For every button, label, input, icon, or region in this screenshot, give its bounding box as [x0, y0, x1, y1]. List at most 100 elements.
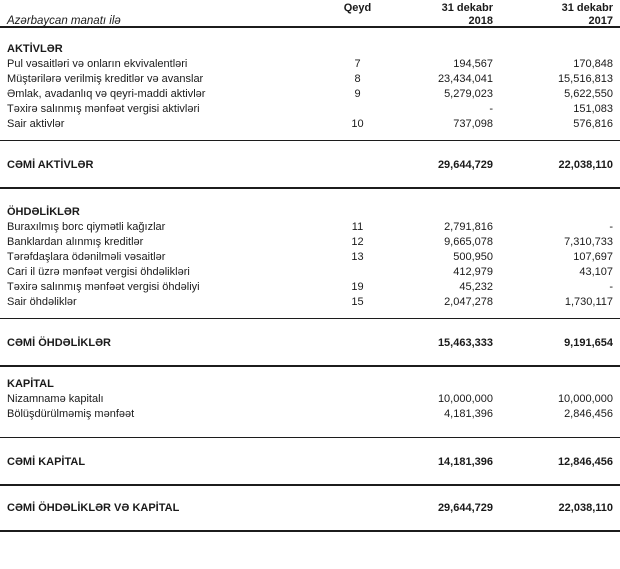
row-note — [330, 102, 385, 117]
row-value-2018: 2,791,816 — [444, 221, 493, 233]
column-header-2018-line2: 2018 — [468, 15, 493, 27]
total-value-2018: 14,181,396 — [437, 456, 493, 468]
total-value-2017: 12,846,456 — [557, 456, 613, 468]
row-label: Müştərilərə verilmiş kreditlər və avansl… — [7, 73, 204, 85]
row-value-2017: 576,816 — [573, 118, 613, 130]
table-row: Bölüşdürülməmiş mənfəət 4,181,396 2,846,… — [0, 407, 620, 422]
row-note: 12 — [351, 236, 364, 248]
section-heading-capital: KAPİTAL — [7, 378, 54, 390]
row-label: Nizamnamə kapitalı — [7, 393, 104, 405]
table-row: Banklardan alınmış kreditlər 12 9,665,07… — [0, 235, 620, 250]
row-value-2017: 7,310,733 — [564, 236, 613, 248]
section-heading-liabilities: ÖHDƏLİKLƏR — [7, 206, 80, 218]
row-value-2018: 45,232 — [459, 281, 493, 293]
row-label: Təxirə salınmış mənfəət vergisi öhdəliyi — [7, 281, 200, 293]
row-value-2018: 500,950 — [453, 251, 493, 263]
row-label: Bölüşdürülməmiş mənfəət — [7, 408, 135, 420]
table-header: Azərbaycan manatı ilə Qeyd 31 dekabr 201… — [0, 0, 620, 28]
row-value-2018: 194,567 — [453, 58, 493, 70]
table-row: Təxirə salınmış mənfəət vergisi aktivlər… — [0, 102, 620, 117]
row-note — [330, 392, 385, 407]
divider — [0, 187, 620, 189]
row-label: Buraxılmış borc qiymətli kağızlar — [7, 221, 166, 233]
total-note — [330, 455, 385, 470]
grand-total-label: CƏMİ ÖHDƏLİKLƏR VƏ KAPİTAL — [7, 502, 180, 514]
row-label: Sair öhdəliklər — [7, 296, 77, 308]
row-note: 9 — [354, 88, 361, 100]
row-value-2017: - — [609, 221, 613, 233]
column-header-2017: 31 dekabr 2017 — [493, 2, 613, 30]
total-label: CƏMİ ÖHDƏLİKLƏR — [7, 337, 112, 349]
table-row: Pul vəsaitləri və onların ekvivalentləri… — [0, 57, 620, 72]
total-label: CƏMİ KAPİTAL — [7, 456, 86, 468]
row-note: 19 — [351, 281, 364, 293]
column-header-2018: 31 dekabr 2018 — [385, 2, 493, 30]
row-value-2017: 170,848 — [573, 58, 613, 70]
row-label: Cari il üzrə mənfəət vergisi öhdəlikləri — [7, 266, 190, 278]
total-value-2018: 29,644,729 — [437, 159, 493, 171]
table-row: Sair aktivlər 10 737,098 576,816 — [0, 117, 620, 132]
divider — [0, 365, 620, 367]
row-note: 7 — [354, 58, 361, 70]
row-value-2017: 2,846,456 — [564, 408, 613, 420]
row-value-2017: - — [609, 281, 613, 293]
row-value-2018: 4,181,396 — [444, 408, 493, 420]
row-value-2018: 412,979 — [453, 266, 493, 278]
divider — [0, 437, 620, 438]
row-note: 15 — [351, 296, 364, 308]
section-heading-assets: AKTİVLƏR — [7, 43, 63, 55]
total-note — [330, 158, 385, 173]
table-row: Nizamnamə kapitalı 10,000,000 10,000,000 — [0, 392, 620, 407]
row-value-2017: 107,697 — [573, 251, 613, 263]
divider — [0, 140, 620, 141]
row-value-2017: 43,107 — [579, 266, 613, 278]
row-note: 11 — [351, 221, 364, 233]
table-row: Əmlak, avadanlıq və qeyri-maddi aktivlər… — [0, 87, 620, 102]
row-value-2018: 5,279,023 — [444, 88, 493, 100]
row-value-2017: 5,622,550 — [564, 88, 613, 100]
table-row: Müştərilərə verilmiş kreditlər və avansl… — [0, 72, 620, 87]
row-label: Əmlak, avadanlıq və qeyri-maddi aktivlər — [7, 88, 206, 100]
total-value-2017: 9,191,654 — [564, 337, 613, 349]
note-column-header: Qeyd — [343, 2, 372, 14]
row-note: 8 — [354, 73, 361, 85]
total-row-capital: CƏMİ KAPİTAL 14,181,396 12,846,456 — [0, 438, 620, 484]
row-label: Tərəfdaşlara ödənilməli vəsaitlər — [7, 251, 166, 263]
table-row: Buraxılmış borc qiymətli kağızlar 11 2,7… — [0, 220, 620, 235]
row-value-2018: 2,047,278 — [444, 296, 493, 308]
row-value-2017: 1,730,117 — [564, 296, 613, 308]
column-header-2018-line1: 31 dekabr — [441, 2, 493, 14]
divider — [0, 530, 620, 532]
row-label: Təxirə salınmış mənfəət vergisi aktivlər… — [7, 103, 200, 115]
column-header-2017-line2: 2017 — [588, 15, 613, 27]
row-value-2017: 15,516,813 — [557, 73, 613, 85]
table-row: Sair öhdəliklər 15 2,047,278 1,730,117 — [0, 295, 620, 310]
table-row: Cari il üzrə mənfəət vergisi öhdəlikləri… — [0, 265, 620, 280]
grand-total-value-2018: 29,644,729 — [437, 502, 493, 514]
row-value-2017: 10,000,000 — [557, 393, 613, 405]
row-note — [330, 407, 385, 422]
total-row-assets: CƏMİ AKTİVLƏR 29,644,729 22,038,110 — [0, 141, 620, 187]
row-value-2018: 23,434,041 — [437, 73, 493, 85]
grand-total-row: CƏMİ ÖHDƏLİKLƏR VƏ KAPİTAL 29,644,729 22… — [0, 486, 620, 530]
row-label: Banklardan alınmış kreditlər — [7, 236, 144, 248]
divider — [0, 318, 620, 319]
row-label: Sair aktivlər — [7, 118, 65, 130]
row-value-2018: 10,000,000 — [437, 393, 493, 405]
row-value-2018: - — [489, 103, 493, 115]
total-row-liabilities: CƏMİ ÖHDƏLİKLƏR 15,463,333 9,191,654 — [0, 319, 620, 365]
row-value-2018: 737,098 — [453, 118, 493, 130]
column-header-2017-line1: 31 dekabr — [561, 2, 613, 14]
currency-note: Azərbaycan manatı ilə — [7, 15, 121, 27]
total-note — [330, 336, 385, 351]
row-note: 10 — [351, 118, 364, 130]
row-note: 13 — [351, 251, 364, 263]
row-note — [330, 265, 385, 280]
row-label: Pul vəsaitləri və onların ekvivalentləri — [7, 58, 188, 70]
grand-total-note — [330, 501, 385, 516]
total-value-2017: 22,038,110 — [558, 159, 613, 171]
total-value-2018: 15,463,333 — [437, 337, 493, 349]
total-label: CƏMİ AKTİVLƏR — [7, 159, 94, 171]
grand-total-value-2017: 22,038,110 — [558, 502, 613, 514]
